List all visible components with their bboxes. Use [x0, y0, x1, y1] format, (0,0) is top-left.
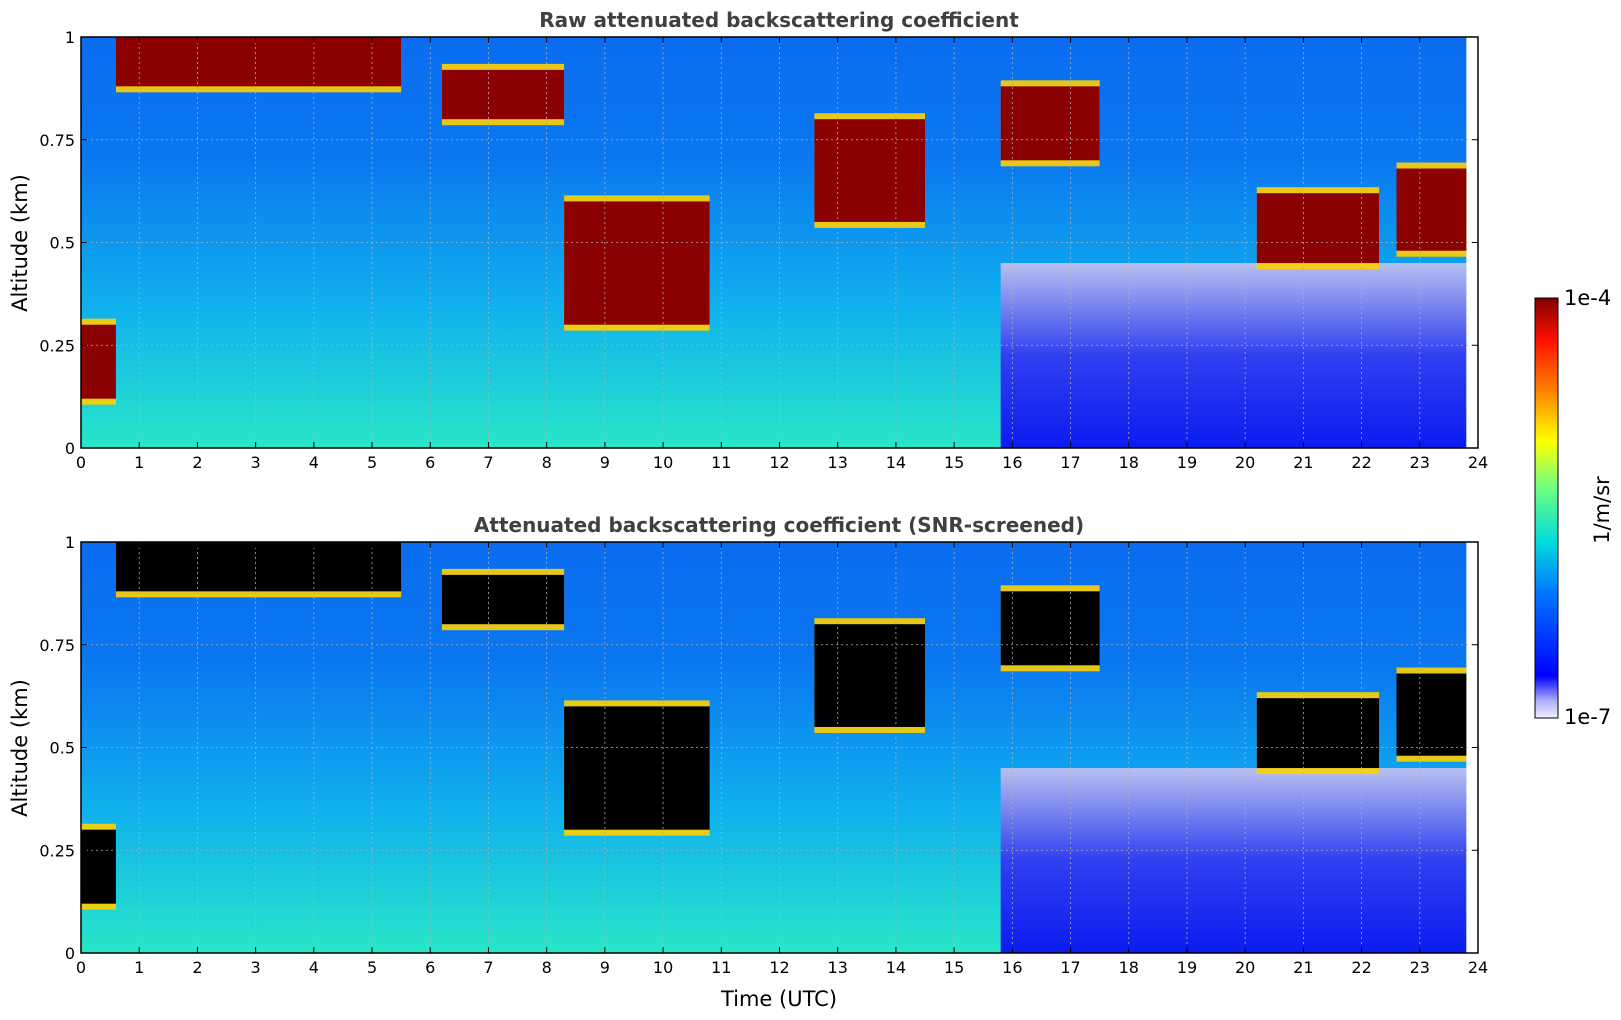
cloud-layer-7 — [1256, 698, 1380, 769]
x-tick-label: 9 — [600, 453, 610, 472]
cloud-layer-5 — [814, 624, 926, 727]
x-tick-label: 5 — [367, 453, 377, 472]
x-axis-label: Time (UTC) — [720, 987, 837, 1011]
cloud-layer-3 — [441, 574, 565, 625]
x-tick-label: 16 — [1002, 958, 1022, 977]
y-axis: 0 0.25 0.5 0.75 1 — [39, 28, 1478, 458]
y-tick-label: 0.25 — [39, 841, 75, 860]
y-axis: 0 0.25 0.5 0.75 1 — [39, 533, 1478, 963]
cloud-layer-6 — [1000, 591, 1100, 666]
colorbar-min-label: 1e-7 — [1564, 705, 1611, 729]
cloud-layer-4 — [564, 201, 710, 325]
x-tick-label: 0 — [76, 453, 86, 472]
x-tick-label: 21 — [1293, 958, 1313, 977]
x-tick-label: 7 — [483, 958, 493, 977]
y-axis-label: Altitude (km) — [8, 174, 32, 312]
screened-backscatter-panel: Attenuated backscattering coefficient (S… — [8, 513, 1488, 1011]
y-tick-label: 1 — [65, 28, 75, 47]
x-tick-label: 2 — [192, 453, 202, 472]
cloud-layer-5 — [814, 119, 926, 222]
cloud-layer-1 — [81, 324, 116, 399]
x-tick-label: 10 — [653, 453, 673, 472]
x-tick-label: 0 — [76, 958, 86, 977]
x-tick-label: 2 — [192, 958, 202, 977]
x-tick-label: 20 — [1235, 958, 1255, 977]
x-tick-label: 4 — [309, 958, 319, 977]
colorbar-gradient — [1534, 297, 1559, 719]
x-tick-label: 13 — [828, 453, 848, 472]
heatmap-structure — [81, 37, 1478, 448]
x-tick-label: 15 — [944, 958, 964, 977]
cloud-layer-2 — [115, 542, 402, 592]
x-tick-label: 1 — [134, 958, 144, 977]
raw-backscatter-panel: Raw attenuated backscattering coefficien… — [8, 8, 1488, 472]
x-tick-label: 11 — [711, 453, 731, 472]
x-tick-label: 19 — [1177, 958, 1197, 977]
x-tick-label: 4 — [309, 453, 319, 472]
cloud-layer-7 — [1256, 193, 1380, 264]
x-tick-label: 24 — [1468, 958, 1488, 977]
clear-air-region — [1000, 263, 1467, 448]
cloud-layer-8 — [1396, 673, 1467, 756]
panel-title: Raw attenuated backscattering coefficien… — [539, 8, 1019, 32]
colorbar: 1e-4 1e-7 1/m/sr — [1534, 286, 1614, 729]
x-tick-label: 16 — [1002, 453, 1022, 472]
x-tick-label: 21 — [1293, 453, 1313, 472]
y-tick-label: 0.5 — [50, 234, 75, 253]
x-tick-label: 18 — [1119, 453, 1139, 472]
x-tick-label: 12 — [769, 958, 789, 977]
colorbar-unit-label: 1/m/sr — [1590, 476, 1614, 544]
grid-lines — [81, 37, 1478, 448]
x-axis: 0 1 2 3 4 5 6 7 8 9 10 11 12 13 14 15 16 17 18 19 20 21 22 23 24 — [76, 542, 1488, 977]
cloud-layer-1 — [81, 829, 116, 904]
x-tick-label: 8 — [542, 958, 552, 977]
x-tick-label: 8 — [542, 453, 552, 472]
x-tick-label: 19 — [1177, 453, 1197, 472]
clear-air-region — [1000, 768, 1467, 953]
x-tick-label: 11 — [711, 958, 731, 977]
colorbar-max-label: 1e-4 — [1564, 286, 1611, 310]
y-tick-label: 1 — [65, 533, 75, 552]
x-tick-label: 15 — [944, 453, 964, 472]
x-tick-label: 22 — [1351, 958, 1371, 977]
panel-title: Attenuated backscattering coefficient (S… — [474, 513, 1084, 537]
x-tick-label: 14 — [886, 453, 906, 472]
cloud-layer-8 — [1396, 168, 1467, 251]
cloud-layer-4 — [564, 706, 710, 830]
x-tick-label: 12 — [769, 453, 789, 472]
x-tick-label: 18 — [1119, 958, 1139, 977]
heatmap-structure — [81, 542, 1478, 953]
y-tick-label: 0.75 — [39, 131, 75, 150]
x-tick-label: 1 — [134, 453, 144, 472]
x-tick-label: 23 — [1410, 958, 1430, 977]
x-axis: 0 1 2 3 4 5 6 7 8 9 10 11 12 13 14 15 16 17 18 19 20 21 22 23 24 — [76, 37, 1488, 472]
x-tick-label: 13 — [828, 958, 848, 977]
y-axis-label: Altitude (km) — [8, 679, 32, 817]
x-tick-label: 23 — [1410, 453, 1430, 472]
x-tick-label: 3 — [251, 958, 261, 977]
y-tick-label: 0.25 — [39, 336, 75, 355]
x-tick-label: 5 — [367, 958, 377, 977]
x-tick-label: 17 — [1060, 958, 1080, 977]
x-tick-label: 9 — [600, 958, 610, 977]
x-tick-label: 6 — [425, 453, 435, 472]
x-tick-label: 14 — [886, 958, 906, 977]
cloud-layer-3 — [441, 69, 565, 120]
x-tick-label: 22 — [1351, 453, 1371, 472]
y-tick-label: 0.5 — [50, 739, 75, 758]
y-tick-label: 0 — [65, 439, 75, 458]
x-tick-label: 24 — [1468, 453, 1488, 472]
x-tick-label: 6 — [425, 958, 435, 977]
grid-lines — [81, 542, 1478, 953]
x-tick-label: 17 — [1060, 453, 1080, 472]
x-tick-label: 20 — [1235, 453, 1255, 472]
cloud-layer-2 — [115, 37, 402, 87]
cloud-layer-6 — [1000, 86, 1100, 161]
x-tick-label: 3 — [251, 453, 261, 472]
x-tick-label: 10 — [653, 958, 673, 977]
x-tick-label: 7 — [483, 453, 493, 472]
y-tick-label: 0.75 — [39, 636, 75, 655]
y-tick-label: 0 — [65, 944, 75, 963]
